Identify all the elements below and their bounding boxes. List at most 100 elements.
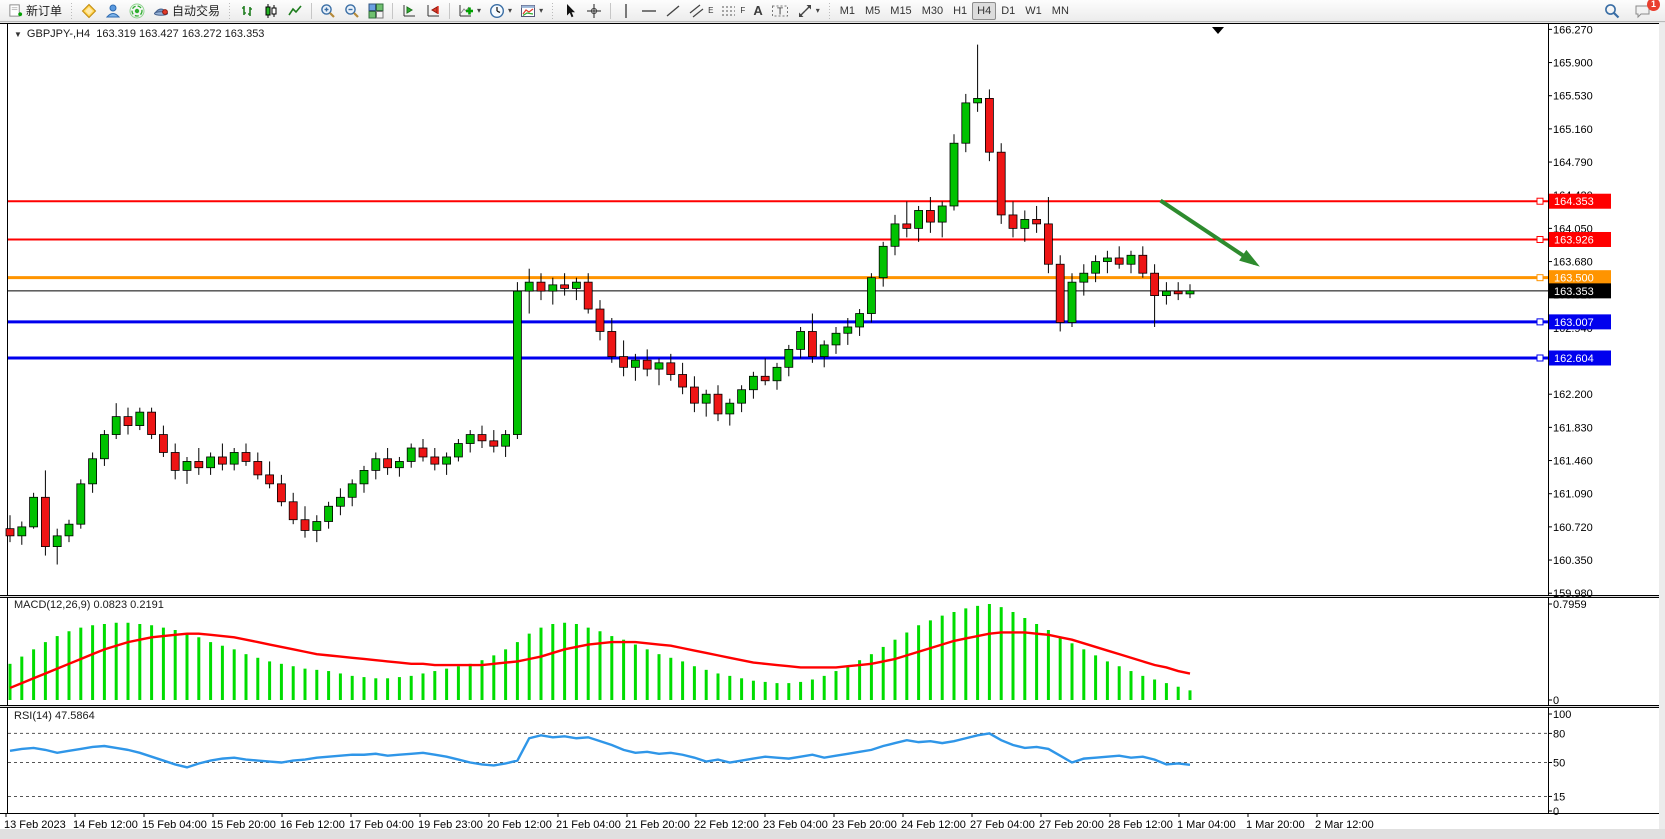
macd-indicator-label: MACD(12,26,9) 0.0823 0.2191 (14, 599, 164, 611)
candlestick-chart-icon (265, 3, 277, 18)
add-indicator-button[interactable]: ▾ (454, 1, 485, 21)
svg-text:163.680: 163.680 (1553, 257, 1593, 269)
svg-text:163.353: 163.353 (1554, 286, 1594, 298)
time-axis: 13 Feb 2023 14 Feb 12:00 15 Feb 04:00 15 Fe… (4, 813, 1374, 831)
new-order-label: 新订单 (26, 4, 63, 18)
community-person-icon (105, 4, 121, 17)
svg-text:159.980: 159.980 (1553, 588, 1593, 600)
svg-text:164.790: 164.790 (1553, 157, 1593, 169)
svg-text:160.720: 160.720 (1553, 522, 1593, 534)
notification-badge: 1 (1647, 0, 1660, 11)
text-tool-button[interactable]: A (749, 1, 766, 21)
search-button[interactable] (1600, 1, 1624, 21)
zoom-out-button[interactable] (340, 1, 364, 21)
arrows-shapes-button[interactable]: ▾ (793, 1, 824, 21)
trendline-button[interactable] (661, 1, 685, 21)
new-order-button[interactable]: 新订单 (4, 1, 66, 21)
svg-text:50: 50 (1553, 758, 1565, 770)
toolbar-separator (392, 2, 394, 19)
horizontal-line-icon (642, 9, 657, 12)
svg-text:160.350: 160.350 (1553, 555, 1593, 567)
chart-title: ▼ GBPJPY-,H4 163.319 163.427 163.272 163… (14, 28, 264, 40)
chart-shift-marker[interactable] (1212, 27, 1224, 34)
svg-text:164.353: 164.353 (1554, 196, 1594, 208)
chart-dropdown-icon[interactable]: ▼ (14, 29, 22, 39)
svg-text:23 Feb 20:00: 23 Feb 20:00 (832, 819, 897, 831)
text-tool-icon: A (753, 3, 763, 18)
metaeditor-button[interactable] (77, 1, 101, 21)
svg-text:1 Mar 20:00: 1 Mar 20:00 (1246, 819, 1305, 831)
cursor-button[interactable] (558, 1, 582, 21)
svg-text:165.160: 165.160 (1553, 124, 1593, 136)
candlestick-chart-button[interactable] (259, 1, 283, 21)
vertical-line-button[interactable] (615, 1, 637, 21)
toolbar-separator (311, 2, 313, 19)
macd-axis: 0.7959 0 (1548, 599, 1587, 707)
chat-button[interactable]: 1 (1630, 0, 1660, 21)
toolbar-separator (449, 2, 451, 19)
svg-text:165.900: 165.900 (1553, 58, 1593, 70)
shift-chart-button[interactable] (397, 1, 421, 21)
chart-title-text: GBPJPY-,H4 163.319 163.427 163.272 163.3… (26, 28, 265, 40)
svg-text:27 Feb 20:00: 27 Feb 20:00 (1039, 819, 1104, 831)
svg-text:166.270: 166.270 (1553, 24, 1593, 36)
macd-signal-line (9, 631, 1191, 690)
arrow-annotation[interactable] (1159, 198, 1260, 267)
svg-text:162.200: 162.200 (1553, 389, 1593, 401)
timeframe-h4[interactable]: H4 (972, 1, 997, 20)
rsi-line (9, 732, 1191, 769)
toolbar-handle (826, 2, 832, 19)
line-chart-button[interactable] (283, 1, 307, 21)
equidistant-channel-button[interactable]: E (685, 1, 717, 21)
add-indicator-icon (459, 4, 474, 16)
toolbar-handle (69, 2, 75, 19)
timeframe-m5[interactable]: M5 (860, 2, 885, 20)
svg-text:1 Mar 04:00: 1 Mar 04:00 (1177, 819, 1236, 831)
bar-chart-button[interactable] (235, 1, 259, 21)
svg-text:21 Feb 20:00: 21 Feb 20:00 (625, 819, 690, 831)
line-chart-icon (288, 4, 302, 15)
rsi-panel: 100 80 50 15 0 (8, 709, 1571, 818)
crosshair-button[interactable] (582, 1, 606, 21)
svg-text:0.7959: 0.7959 (1553, 599, 1587, 611)
svg-text:24 Feb 12:00: 24 Feb 12:00 (901, 819, 966, 831)
zoom-out-icon (345, 3, 359, 18)
scroll-to-end-button[interactable] (421, 1, 445, 21)
arrows-shapes-icon (798, 4, 811, 17)
toolbar-handle (550, 2, 556, 19)
svg-text:100: 100 (1553, 709, 1571, 721)
timeframe-mn[interactable]: MN (1047, 2, 1074, 20)
svg-text:161.460: 161.460 (1553, 456, 1593, 468)
fibonacci-button[interactable]: F (717, 1, 749, 21)
svg-text:21 Feb 04:00: 21 Feb 04:00 (556, 819, 621, 831)
zoom-in-button[interactable] (316, 1, 340, 21)
timeframe-w1[interactable]: W1 (1020, 2, 1047, 20)
fibonacci-letter: F (740, 6, 746, 15)
svg-text:80: 80 (1553, 728, 1565, 740)
svg-text:15 Feb 20:00: 15 Feb 20:00 (211, 819, 276, 831)
community-button[interactable] (101, 1, 125, 21)
svg-text:13 Feb 2023: 13 Feb 2023 (4, 819, 66, 831)
timeframe-m30[interactable]: M30 (917, 2, 948, 20)
periods-button[interactable]: ▾ (485, 1, 516, 21)
template-chart-icon (521, 4, 536, 17)
svg-text:17 Feb 04:00: 17 Feb 04:00 (349, 819, 414, 831)
tile-windows-icon (368, 3, 384, 18)
signals-button[interactable] (125, 1, 149, 21)
svg-text:163.500: 163.500 (1554, 273, 1594, 285)
text-label-button[interactable]: T (767, 1, 793, 21)
horizontal-line-button[interactable] (637, 1, 661, 21)
cursor-arrow-icon (567, 3, 576, 17)
svg-text:163.926: 163.926 (1554, 234, 1594, 246)
svg-text:22 Feb 12:00: 22 Feb 12:00 (694, 819, 759, 831)
rsi-indicator-label: RSI(14) 47.5864 (14, 710, 95, 722)
auto-trading-button[interactable]: 自动交易 (149, 1, 224, 21)
timeframe-m15[interactable]: M15 (885, 2, 916, 20)
timeframe-h1[interactable]: H1 (948, 2, 972, 20)
timeframe-d1[interactable]: D1 (996, 2, 1020, 20)
templates-button[interactable]: ▾ (516, 1, 547, 21)
tile-windows-button[interactable] (364, 1, 388, 21)
timeframe-m1[interactable]: M1 (835, 2, 860, 20)
